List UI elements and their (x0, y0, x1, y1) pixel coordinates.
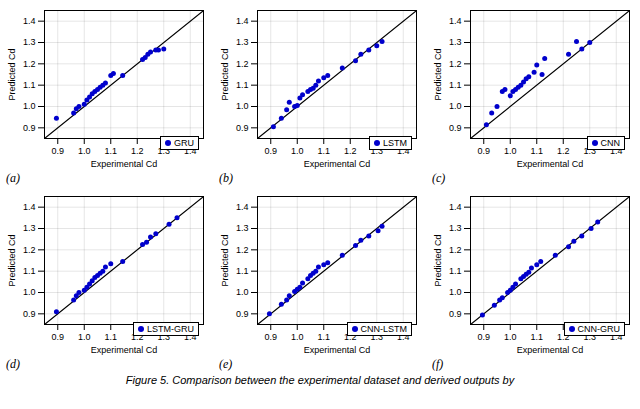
html-text:(f): (f) (432, 357, 444, 371)
svg-text:1.0: 1.0 (23, 287, 36, 297)
svg-text:1.4: 1.4 (23, 202, 36, 212)
svg-text:1.1: 1.1 (449, 80, 462, 90)
svg-text:1.0: 1.0 (504, 146, 517, 156)
svg-text:Predicted Cd: Predicted Cd (433, 234, 443, 286)
svg-text:1.1: 1.1 (317, 332, 330, 342)
svg-text:1.4: 1.4 (236, 202, 249, 212)
html-text:LSTM: LSTM (383, 138, 407, 148)
svg-text:1.3: 1.3 (236, 223, 249, 233)
svg-text:1.0: 1.0 (236, 287, 249, 297)
svg-text:1.0: 1.0 (236, 101, 249, 111)
svg-text:1.3: 1.3 (157, 145, 170, 156)
svg-text:1.2: 1.2 (557, 146, 570, 156)
svg-text:1.4: 1.4 (397, 331, 410, 342)
html-text:CNN-GRU: CNN-GRU (577, 324, 620, 334)
svg-text:1.1: 1.1 (449, 266, 462, 276)
svg-text:1.2: 1.2 (344, 331, 357, 342)
html-text:Figure 5. Comparison between t: Figure 5. Comparison between the experim… (125, 374, 515, 386)
svg-text:1.2: 1.2 (131, 146, 144, 156)
html-text:(e): (e) (219, 357, 233, 371)
svg-text:Predicted Cd: Predicted Cd (220, 48, 230, 100)
svg-text:1.3: 1.3 (23, 223, 36, 233)
svg-text:1.2: 1.2 (236, 59, 249, 69)
svg-text:1.0: 1.0 (291, 332, 304, 342)
svg-text:1.2: 1.2 (131, 331, 144, 342)
svg-text:0.9: 0.9 (51, 146, 64, 156)
svg-text:1.1: 1.1 (236, 80, 249, 90)
svg-text:Experimental Cd: Experimental Cd (91, 345, 158, 355)
svg-text:1.3: 1.3 (449, 223, 462, 233)
svg-text:1.0: 1.0 (23, 101, 36, 111)
svg-text:1.0: 1.0 (449, 287, 462, 297)
svg-text:1.0: 1.0 (78, 146, 91, 156)
svg-text:1.3: 1.3 (583, 145, 596, 156)
svg-text:1.4: 1.4 (397, 145, 410, 156)
html-text:(d): (d) (6, 357, 20, 371)
svg-text:1.3: 1.3 (236, 37, 249, 47)
svg-text:0.9: 0.9 (449, 309, 462, 319)
svg-text:1.2: 1.2 (557, 331, 570, 342)
svg-text:1.1: 1.1 (317, 146, 330, 156)
svg-text:1.4: 1.4 (610, 145, 623, 156)
svg-text:Predicted Cd: Predicted Cd (433, 48, 443, 100)
svg-text:1.2: 1.2 (449, 245, 462, 255)
svg-text:1.1: 1.1 (104, 332, 117, 342)
html-text:GRU: GRU (174, 138, 194, 148)
svg-text:0.9: 0.9 (236, 309, 249, 319)
svg-text:1.2: 1.2 (236, 245, 249, 255)
svg-text:1.4: 1.4 (449, 16, 462, 26)
svg-text:0.9: 0.9 (477, 332, 490, 342)
html-text:CNN-LSTM: CNN-LSTM (360, 324, 407, 334)
svg-text:1.2: 1.2 (449, 59, 462, 69)
svg-text:1.3: 1.3 (449, 37, 462, 47)
svg-text:1.4: 1.4 (184, 331, 197, 342)
svg-text:Experimental Cd: Experimental Cd (91, 159, 158, 169)
svg-text:0.9: 0.9 (23, 309, 36, 319)
svg-text:Experimental Cd: Experimental Cd (304, 159, 371, 169)
html-text:(b): (b) (219, 171, 233, 185)
svg-text:1.0: 1.0 (504, 332, 517, 342)
html-text:(a): (a) (6, 171, 20, 185)
svg-text:1.2: 1.2 (344, 146, 357, 156)
svg-text:0.9: 0.9 (236, 123, 249, 133)
svg-text:0.9: 0.9 (264, 332, 277, 342)
svg-text:Experimental Cd: Experimental Cd (517, 159, 584, 169)
svg-text:0.9: 0.9 (477, 146, 490, 156)
svg-text:1.1: 1.1 (23, 266, 36, 276)
svg-text:1.3: 1.3 (370, 145, 383, 156)
svg-text:Predicted Cd: Predicted Cd (7, 234, 17, 286)
svg-text:1.1: 1.1 (530, 332, 543, 342)
svg-text:Experimental Cd: Experimental Cd (517, 345, 584, 355)
svg-text:1.3: 1.3 (370, 331, 383, 342)
svg-text:1.0: 1.0 (449, 101, 462, 111)
svg-text:1.4: 1.4 (610, 331, 623, 342)
svg-text:Predicted Cd: Predicted Cd (7, 48, 17, 100)
svg-text:1.2: 1.2 (23, 59, 36, 69)
svg-text:0.9: 0.9 (264, 146, 277, 156)
svg-text:1.1: 1.1 (530, 146, 543, 156)
svg-text:Experimental Cd: Experimental Cd (304, 345, 371, 355)
svg-text:1.3: 1.3 (157, 331, 170, 342)
svg-text:1.0: 1.0 (78, 332, 91, 342)
svg-text:1.3: 1.3 (583, 331, 596, 342)
svg-text:0.9: 0.9 (449, 123, 462, 133)
svg-text:1.4: 1.4 (184, 145, 197, 156)
svg-text:0.9: 0.9 (23, 123, 36, 133)
svg-text:1.3: 1.3 (23, 37, 36, 47)
svg-text:1.1: 1.1 (236, 266, 249, 276)
html-text:CNN: CNN (600, 138, 620, 148)
svg-text:1.4: 1.4 (23, 16, 36, 26)
svg-text:1.1: 1.1 (23, 80, 36, 90)
svg-text:1.2: 1.2 (23, 245, 36, 255)
html-text:(c): (c) (432, 171, 446, 185)
svg-text:0.9: 0.9 (51, 332, 64, 342)
svg-text:1.1: 1.1 (104, 146, 117, 156)
svg-text:1.4: 1.4 (449, 202, 462, 212)
svg-text:Predicted Cd: Predicted Cd (220, 234, 230, 286)
svg-text:1.4: 1.4 (236, 16, 249, 26)
svg-text:1.0: 1.0 (291, 146, 304, 156)
html-text:LSTM-GRU: LSTM-GRU (147, 324, 194, 334)
